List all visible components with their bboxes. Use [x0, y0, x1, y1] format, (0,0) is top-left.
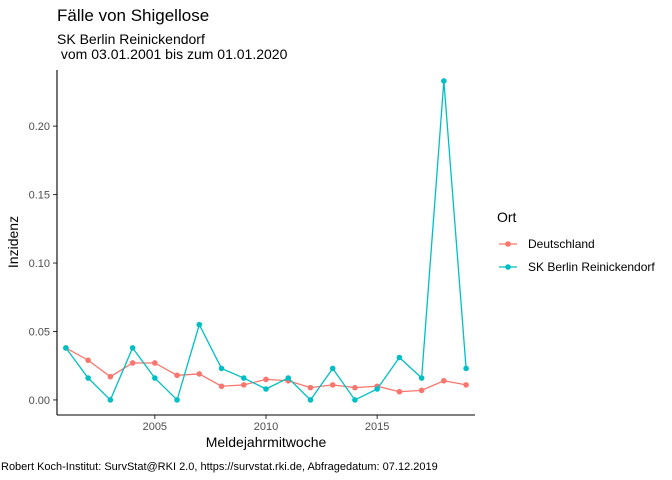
data-point-sk-berlin-reinickendorf — [418, 375, 425, 381]
legend-title: Ort — [497, 209, 517, 225]
data-point-deutschland — [329, 382, 336, 388]
x-axis-title: Meldejahrmitwoche — [206, 434, 327, 450]
data-point-sk-berlin-reinickendorf — [63, 345, 69, 351]
x-tick-label: 2005 — [143, 421, 167, 433]
data-point-deutschland — [85, 357, 91, 364]
data-point-sk-berlin-reinickendorf — [152, 375, 158, 381]
data-point-sk-berlin-reinickendorf — [396, 354, 403, 361]
y-tick-label: 0.00 — [29, 395, 50, 407]
x-tick-label: 2015 — [365, 421, 389, 433]
data-point-sk-berlin-reinickendorf — [218, 365, 225, 372]
data-point-sk-berlin-reinickendorf — [329, 365, 336, 372]
legend: Ort Deutschland SK Berlin Reinickendorf — [497, 209, 655, 274]
data-point-deutschland — [463, 382, 469, 388]
data-point-deutschland — [152, 360, 158, 366]
x-axis-ticks: 2005 2010 2015 — [143, 415, 389, 433]
y-tick-label: 0.05 — [29, 326, 50, 338]
data-point-deutschland — [174, 372, 180, 379]
y-tick-label: 0.10 — [29, 258, 50, 270]
chart-subtitle-line2: vom 03.01.2001 bis zum 01.01.2020 — [57, 46, 288, 62]
series-line-sk-berlin-reinickendorf — [65, 80, 467, 402]
chart-caption: Robert Koch-Institut: SurvStat@RKI 2.0, … — [1, 461, 438, 473]
data-point-sk-berlin-reinickendorf — [129, 345, 136, 351]
data-point-sk-berlin-reinickendorf — [174, 397, 180, 403]
legend-item-deutschland: Deutschland — [499, 237, 595, 251]
data-point-deutschland — [240, 382, 247, 388]
series-deutschland — [63, 345, 469, 395]
data-point-sk-berlin-reinickendorf — [307, 397, 314, 403]
chart-title: Fälle von Shigellose — [57, 6, 209, 25]
data-point-deutschland — [352, 384, 358, 391]
data-point-sk-berlin-reinickendorf — [352, 397, 358, 403]
y-tick-label: 0.20 — [29, 121, 50, 133]
legend-label: Deutschland — [528, 237, 595, 251]
data-point-deutschland — [307, 384, 314, 391]
chart-subtitle-line1: SK Berlin Reinickendorf — [57, 31, 205, 47]
y-axis-ticks: 0.00 0.05 0.10 0.15 0.20 — [29, 121, 57, 407]
data-point-sk-berlin-reinickendorf — [85, 375, 91, 381]
data-point-deutschland — [418, 387, 425, 394]
data-point-sk-berlin-reinickendorf — [441, 78, 447, 84]
data-point-deutschland — [129, 360, 136, 366]
data-point-sk-berlin-reinickendorf — [463, 365, 469, 372]
data-point-sk-berlin-reinickendorf — [263, 386, 269, 392]
data-point-deutschland — [196, 371, 203, 377]
data-point-sk-berlin-reinickendorf — [196, 321, 203, 328]
y-tick-label: 0.15 — [29, 190, 50, 202]
y-axis-title: Inzidenz — [5, 216, 21, 268]
legend-item-sk-berlin-reinickendorf: SK Berlin Reinickendorf — [499, 260, 655, 274]
series-sk-berlin-reinickendorf — [63, 78, 469, 403]
data-point-sk-berlin-reinickendorf — [107, 397, 114, 403]
data-point-deutschland — [263, 376, 269, 383]
legend-key-point — [505, 264, 511, 270]
legend-label: SK Berlin Reinickendorf — [528, 260, 655, 274]
data-point-sk-berlin-reinickendorf — [285, 375, 292, 381]
data-point-sk-berlin-reinickendorf — [374, 386, 380, 392]
plot-area: 2005 2010 2015 0.00 0.05 0.10 0.15 0.20 — [29, 70, 475, 433]
data-point-deutschland — [396, 388, 403, 395]
data-point-sk-berlin-reinickendorf — [240, 375, 247, 381]
x-tick-label: 2010 — [254, 421, 278, 433]
legend-key-point — [505, 241, 511, 247]
series-layer — [63, 78, 469, 403]
data-point-deutschland — [107, 373, 114, 380]
series-line-deutschland — [65, 347, 467, 393]
data-point-deutschland — [218, 383, 225, 390]
data-point-deutschland — [441, 377, 447, 384]
